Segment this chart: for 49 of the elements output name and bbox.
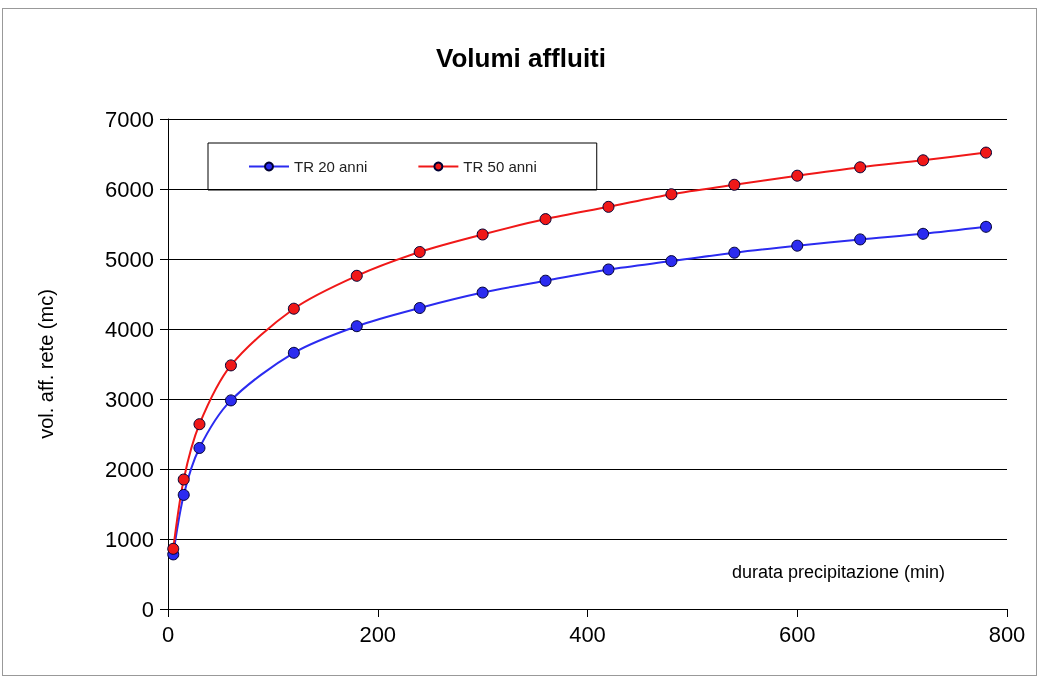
point (539, 213, 552, 226)
point (602, 200, 615, 213)
point (539, 274, 552, 287)
y-tick-label: 7000 (105, 106, 154, 132)
chart-title: Volumi affluiti (436, 43, 606, 73)
point (224, 359, 237, 372)
y-tick-label: 4000 (105, 316, 154, 342)
point (413, 302, 426, 314)
point (980, 146, 993, 159)
x-tick-label: 0 (161, 621, 175, 647)
point (854, 161, 867, 174)
legend-label: TR 50 anni (463, 158, 537, 175)
y-axis-title: vol. aff. rete (mc) (35, 289, 57, 439)
x-axis-title: durata precipitazione (min) (731, 562, 946, 582)
point (728, 178, 741, 191)
y-tick-label: 5000 (105, 246, 154, 272)
point (476, 228, 489, 241)
point (728, 246, 741, 259)
point (917, 227, 930, 240)
point (980, 220, 993, 233)
point (177, 473, 190, 486)
point (602, 263, 615, 276)
legend-label: TR 20 anni (294, 158, 368, 175)
y-tick-label: 0 (141, 596, 154, 622)
point (193, 418, 206, 431)
point (350, 320, 363, 333)
point (224, 394, 237, 407)
x-tick-label: 800 (988, 621, 1026, 647)
point (177, 488, 190, 501)
point (413, 246, 426, 258)
point (665, 188, 678, 201)
point (167, 542, 180, 555)
y-tick-label: 2000 (105, 456, 154, 482)
y-tick-label: 1000 (105, 526, 154, 552)
point (287, 346, 300, 359)
x-tick-label: 200 (359, 621, 397, 647)
point (854, 233, 867, 246)
point (287, 302, 300, 315)
point (791, 169, 804, 182)
point (791, 239, 804, 252)
y-tick-label: 6000 (105, 176, 154, 202)
point (917, 154, 930, 167)
point (193, 442, 206, 454)
point (476, 286, 489, 299)
x-tick-label: 400 (569, 621, 606, 647)
point (665, 255, 678, 268)
y-tick-label: 3000 (105, 386, 154, 412)
x-tick-label: 600 (778, 621, 816, 647)
point (350, 269, 363, 282)
